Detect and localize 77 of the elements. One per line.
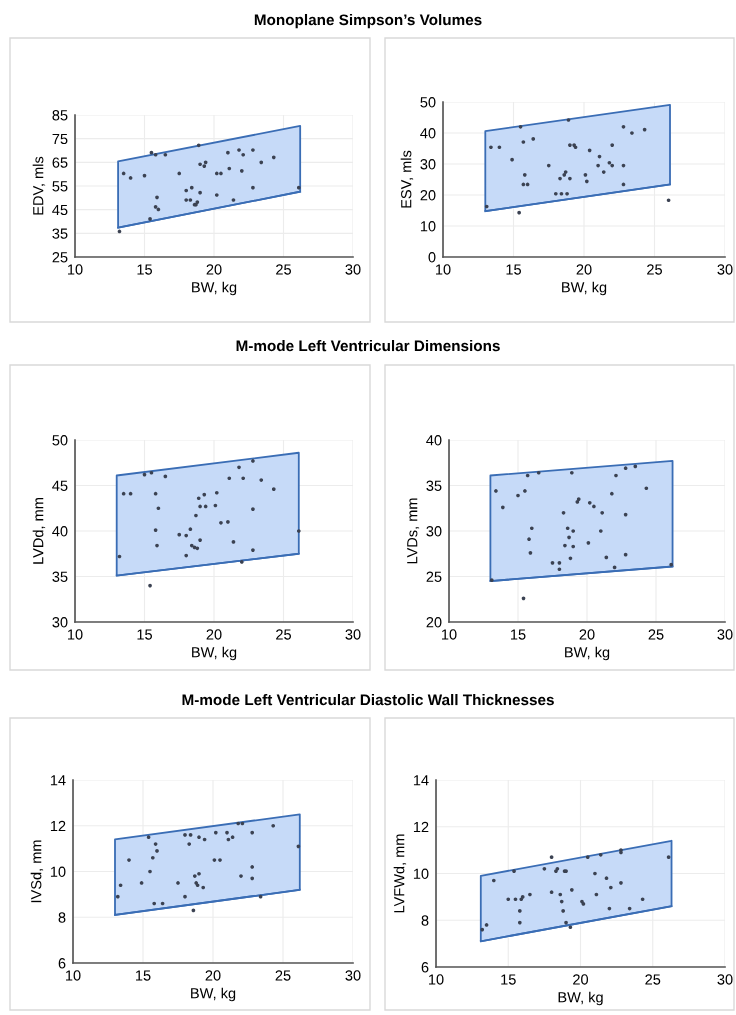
chart-title: Monoplane Simpson’s Volumes bbox=[254, 14, 482, 29]
y-tick-label: 25 bbox=[426, 571, 442, 582]
y-tick-label: 45 bbox=[52, 480, 68, 491]
y-tick-label: 14 bbox=[50, 775, 66, 786]
x-tick-label: 15 bbox=[511, 629, 526, 640]
y-tick-label: 30 bbox=[52, 617, 68, 628]
y-tick-label: 25 bbox=[52, 252, 68, 263]
y-tick-label: 35 bbox=[426, 480, 442, 491]
y-tick-label: 55 bbox=[52, 181, 68, 192]
y-axis-title: EDV, mls bbox=[32, 156, 46, 215]
y-tick-label: 14 bbox=[413, 775, 429, 786]
y-tick-label: 0 bbox=[428, 252, 436, 263]
y-tick-label: 12 bbox=[50, 820, 66, 832]
x-tick-label: 30 bbox=[345, 629, 361, 640]
x-tick-label: 30 bbox=[717, 629, 733, 640]
y-axis-title: LVDs, mm bbox=[407, 498, 420, 564]
y-tick-label: 85 bbox=[52, 110, 68, 121]
x-tick-label: 15 bbox=[137, 629, 152, 640]
y-axis-title: ESV, mls bbox=[400, 150, 414, 208]
x-tick-label: 20 bbox=[579, 629, 595, 640]
x-tick-label: 10 bbox=[436, 264, 451, 275]
y-tick-label: 20 bbox=[426, 617, 442, 628]
x-tick-label: 15 bbox=[137, 264, 152, 275]
x-tick-label: 20 bbox=[576, 264, 592, 275]
x-tick-label: 20 bbox=[206, 264, 222, 275]
x-tick-label: 10 bbox=[442, 629, 457, 640]
y-tick-label: 10 bbox=[420, 221, 436, 232]
x-axis-title: BW, kg bbox=[565, 646, 610, 661]
x-tick-label: 25 bbox=[648, 629, 664, 640]
y-tick-label: 8 bbox=[421, 915, 429, 926]
y-tick-label: 40 bbox=[426, 435, 442, 446]
x-axis-title: BW, kg bbox=[562, 281, 607, 296]
x-tick-label: 25 bbox=[276, 264, 291, 275]
y-axis-title: LVFWd, mm bbox=[393, 834, 407, 913]
y-tick-label: 35 bbox=[52, 228, 68, 239]
x-tick-label: 25 bbox=[647, 264, 662, 275]
x-tick-label: 30 bbox=[345, 970, 361, 981]
x-tick-label: 20 bbox=[573, 974, 589, 985]
y-tick-label: 45 bbox=[52, 204, 68, 216]
y-tick-label: 30 bbox=[426, 526, 442, 537]
x-tick-label: 30 bbox=[717, 974, 733, 985]
y-tick-label: 12 bbox=[413, 821, 429, 833]
x-tick-label: 25 bbox=[276, 629, 291, 640]
y-tick-label: 8 bbox=[58, 912, 66, 923]
y-axis-title: IVSd, mm bbox=[30, 840, 44, 903]
x-tick-label: 15 bbox=[136, 970, 151, 981]
y-tick-label: 75 bbox=[52, 133, 68, 145]
x-tick-label: 10 bbox=[68, 264, 83, 275]
y-tick-label: 10 bbox=[413, 868, 429, 879]
x-tick-label: 30 bbox=[345, 264, 361, 275]
y-tick-label: 6 bbox=[58, 958, 66, 969]
y-tick-label: 40 bbox=[52, 526, 68, 537]
y-tick-label: 50 bbox=[420, 97, 436, 108]
x-tick-label: 25 bbox=[645, 974, 661, 985]
y-tick-label: 30 bbox=[420, 159, 436, 170]
y-tick-label: 50 bbox=[52, 435, 68, 446]
x-tick-label: 10 bbox=[66, 970, 81, 981]
x-axis-title: BW, kg bbox=[192, 646, 237, 661]
x-tick-label: 10 bbox=[68, 629, 83, 640]
chart-title: M-mode Left Ventricular Dimensions bbox=[236, 340, 500, 352]
x-axis-title: BW, kg bbox=[558, 991, 603, 1006]
x-axis-title: BW, kg bbox=[191, 987, 236, 1002]
y-tick-label: 35 bbox=[52, 571, 68, 582]
x-tick-label: 15 bbox=[501, 974, 516, 985]
y-tick-label: 40 bbox=[420, 128, 436, 139]
chart-title: M-mode Left Ventricular Diastolic Wall Thicknesses bbox=[182, 694, 554, 706]
y-tick-label: 10 bbox=[50, 866, 66, 877]
y-tick-label: 6 bbox=[421, 962, 429, 973]
x-tick-label: 20 bbox=[206, 629, 222, 640]
y-tick-label: 65 bbox=[52, 157, 68, 168]
x-axis-title: BW, kg bbox=[192, 281, 237, 296]
y-tick-label: 20 bbox=[420, 190, 436, 201]
x-tick-label: 25 bbox=[275, 970, 291, 981]
x-tick-label: 30 bbox=[717, 264, 733, 275]
x-tick-label: 20 bbox=[205, 970, 221, 981]
x-tick-label: 15 bbox=[506, 264, 521, 275]
y-axis-title: LVDd, mm bbox=[32, 498, 46, 564]
